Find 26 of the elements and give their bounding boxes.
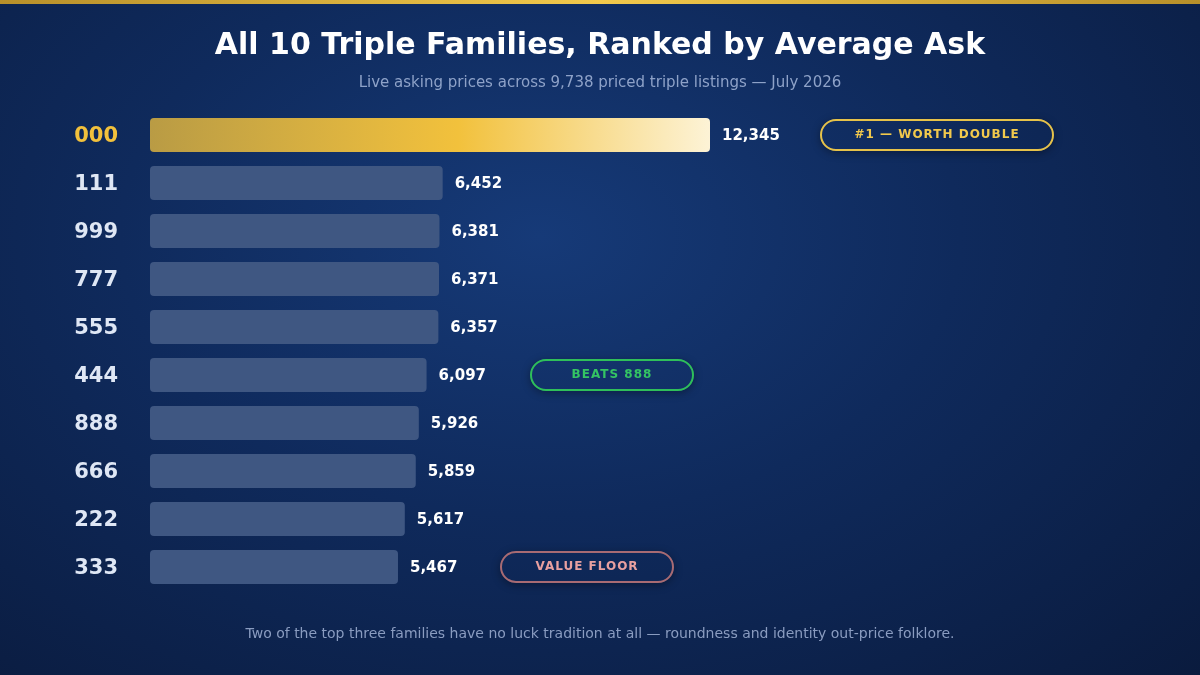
chart-title: All 10 Triple Families, Ranked by Average Ask bbox=[213, 26, 987, 61]
data-label: 5,859 bbox=[427, 462, 476, 481]
annotation: BEATS 888 bbox=[570, 366, 654, 382]
y-tick-label: 444 bbox=[74, 363, 118, 387]
text: #1 — WORTH DOUBLE bbox=[853, 126, 1021, 142]
annotation: VALUE FLOOR bbox=[534, 558, 640, 574]
data-label: 5,617 bbox=[416, 510, 465, 529]
y-tick-label: 777 bbox=[74, 267, 118, 291]
y-tick-label: 333 bbox=[74, 555, 118, 579]
text: Two of the top three families have no luck tradition at all — roundness and identity out-price folklore. bbox=[244, 625, 956, 641]
data-label: 12,345 bbox=[722, 126, 780, 145]
chart-subtitle: Live asking prices across 9,738 priced triple listings — July 2026 bbox=[357, 73, 843, 91]
data-label: 6,357 bbox=[450, 318, 498, 337]
y-tick-label: 999 bbox=[74, 219, 118, 243]
data-label: 6,371 bbox=[451, 270, 499, 289]
y-tick-label: 222 bbox=[74, 507, 118, 531]
data-label: 5,467 bbox=[410, 558, 458, 577]
data-label: 6,452 bbox=[454, 174, 503, 193]
y-tick-label: 555 bbox=[74, 315, 118, 339]
y-tick-label: 111 bbox=[74, 171, 118, 195]
data-label: 6,381 bbox=[451, 222, 499, 241]
data-label: 5,926 bbox=[430, 414, 479, 433]
y-tick-label: 000 bbox=[74, 123, 118, 147]
data-label: 6,097 bbox=[438, 366, 487, 385]
y-tick-label: 666 bbox=[74, 459, 118, 483]
y-tick-label: 888 bbox=[74, 411, 118, 435]
